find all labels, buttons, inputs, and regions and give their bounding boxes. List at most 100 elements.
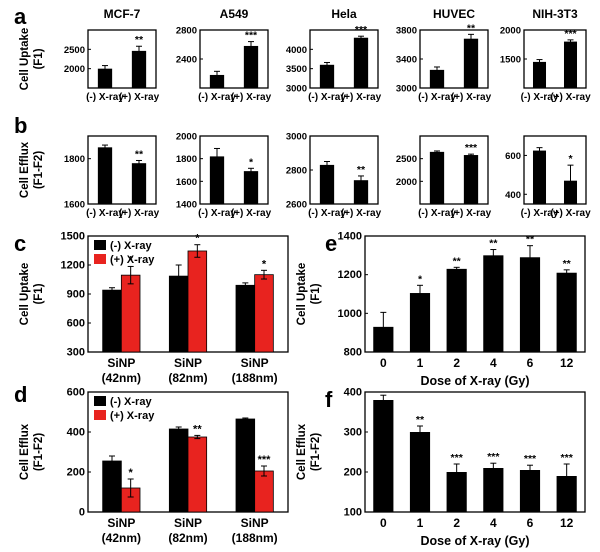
x-tick-label: SiNP (107, 516, 135, 530)
chart-a3: 3000 3500 4000 Hela (-) X-ray *** (+) X-ray (286, 7, 382, 103)
significance-label: ** (563, 258, 572, 270)
x-tick-label: (-) X-ray (86, 92, 124, 103)
significance-label: ** (526, 234, 535, 246)
bar (97, 147, 113, 204)
x-tick-label: 0 (380, 356, 387, 370)
bar (131, 50, 147, 88)
y-axis-label: Cell Uptake (19, 28, 31, 91)
chart-f: f 100 200 300 400 Cell Efflux (F1-F2) 0 ** 1 *** 2 *… (296, 387, 586, 548)
significance-label: * (249, 156, 254, 168)
chart-b1: b 1600 1800 Cell Efflux (F1-F2) (-) X-ray ** (+… (14, 113, 160, 219)
x-tick-label: (+) X-ray (550, 208, 591, 219)
axes-frame (364, 391, 586, 513)
x-tick-label: (+) X-ray (341, 208, 382, 219)
significance-label: * (195, 233, 200, 245)
x-tick-label: (-) X-ray (521, 208, 559, 219)
bar (556, 476, 577, 512)
chart-b4: 2000 2500 (-) X-ray *** (+) X-ray (396, 135, 492, 219)
significance-label: * (568, 153, 573, 165)
y-tick-label: 100 (344, 507, 362, 519)
y-axis-label: (F1) (310, 283, 322, 304)
y-axis-label: Cell Efflux (19, 423, 31, 480)
bar (243, 171, 259, 204)
y-tick-label: 2600 (286, 200, 307, 211)
x-tick-label: SiNP (241, 356, 269, 370)
bar (532, 61, 547, 88)
x-tick-label: (-) X-ray (198, 208, 236, 219)
y-tick-label: 1200 (61, 260, 85, 272)
bar (353, 180, 369, 204)
x-tick-label: 6 (527, 516, 534, 530)
legend: (-) X-ray (+) X-ray (94, 396, 155, 422)
y-tick-label: 2000 (500, 26, 521, 37)
y-tick-label: 300 (67, 347, 85, 359)
axes-frame (364, 235, 586, 353)
legend-label: (-) X-ray (110, 396, 152, 408)
axes-frame (309, 29, 379, 89)
panel-letter-b: b (14, 113, 27, 138)
significance-label: *** (465, 142, 478, 154)
panel-letter-d: d (14, 382, 27, 407)
legend-swatch (94, 410, 106, 420)
significance-label: ** (467, 22, 476, 34)
chart-a5: 1500 2000 NIH-3T3 (-) X-ray *** (+) X-ray (500, 7, 591, 103)
y-tick-label: 1400 (338, 231, 362, 243)
x-tick-label: (-) X-ray (308, 208, 346, 219)
x-tick-label: SiNP (241, 516, 269, 530)
significance-label: *** (258, 454, 272, 466)
x-tick-label: SiNP (174, 516, 202, 530)
y-tick-label: 400 (67, 427, 85, 439)
bar-neg (102, 289, 122, 353)
x-axis-label: Dose of X-ray (Gy) (420, 374, 529, 388)
chart-title: NIH-3T3 (532, 7, 578, 21)
panel-letter-a: a (14, 4, 27, 29)
significance-label: ** (193, 423, 202, 435)
x-tick-label: (82nm) (168, 531, 207, 545)
x-tick-label: (42nm) (102, 531, 141, 545)
significance-label: ** (453, 255, 462, 267)
bar (483, 468, 504, 512)
significance-label: *** (245, 30, 258, 42)
chart-e: e 800 1000 1200 1400 Cell Uptake (F1) 0 * 1 ** 2 ** 4… (296, 231, 586, 388)
y-tick-label: 3000 (286, 132, 307, 143)
y-tick-label: 1500 (500, 55, 521, 66)
x-tick-label: (188nm) (232, 531, 278, 545)
y-tick-label: 2000 (64, 64, 85, 75)
y-tick-label: 1000 (338, 308, 362, 320)
chart-title: MCF-7 (104, 7, 141, 21)
y-tick-label: 600 (67, 387, 85, 399)
y-axis-label: Cell Efflux (19, 141, 31, 198)
x-tick-label: (-) X-ray (521, 92, 559, 103)
legend-swatch (94, 240, 106, 250)
y-axis-label: (F1-F2) (33, 433, 45, 472)
y-tick-label: 400 (344, 387, 362, 399)
x-tick-label: 6 (527, 356, 534, 370)
y-tick-label: 200 (344, 467, 362, 479)
significance-label: ** (416, 414, 425, 426)
significance-label: ** (489, 238, 498, 250)
bar (519, 257, 541, 352)
y-tick-label: 1500 (61, 231, 85, 243)
x-tick-label: (+) X-ray (451, 92, 492, 103)
bar (463, 38, 479, 88)
x-tick-label: 12 (560, 516, 574, 530)
y-tick-label: 2800 (286, 166, 307, 177)
y-tick-label: 2400 (176, 55, 197, 66)
x-tick-label: (-) X-ray (86, 208, 124, 219)
significance-label: *** (487, 451, 500, 463)
bar (97, 68, 113, 88)
bar (429, 151, 445, 204)
axes-frame (199, 135, 269, 205)
chart-title: HUVEC (433, 7, 475, 21)
bar (209, 156, 225, 204)
y-axis-label: Cell Uptake (19, 263, 31, 326)
legend: (-) X-ray (+) X-ray (94, 240, 155, 266)
bar (519, 470, 541, 512)
bar (556, 272, 577, 352)
bar (409, 293, 431, 352)
y-axis-label: (F1) (33, 283, 45, 304)
y-tick-label: 3000 (286, 84, 307, 95)
x-tick-label: (188nm) (232, 371, 278, 385)
y-tick-label: 2000 (176, 132, 197, 143)
